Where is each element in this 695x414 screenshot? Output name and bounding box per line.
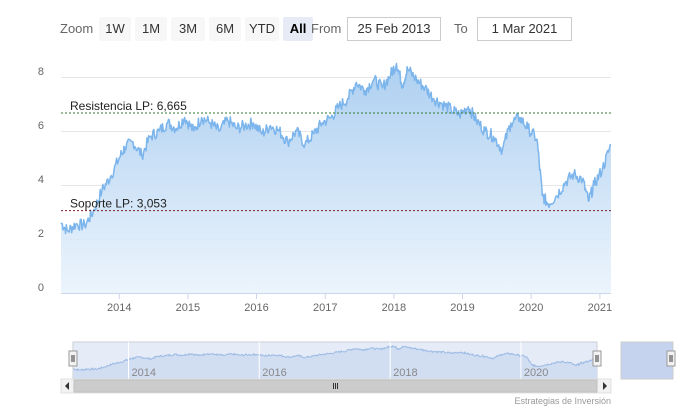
x-tick-label: 2016 xyxy=(244,302,268,314)
navigator-handle-left[interactable] xyxy=(68,350,78,367)
y-tick-label: 4 xyxy=(38,174,44,186)
y-tick-label: 8 xyxy=(38,66,44,78)
x-tick-label: 2018 xyxy=(382,302,406,314)
zoom-label: Zoom xyxy=(60,21,94,36)
range-button-1w[interactable]: 1W xyxy=(99,17,131,41)
scroll-left-arrow[interactable] xyxy=(65,382,69,390)
chart-credit: Estrategias de Inversión xyxy=(514,396,611,406)
scroll-right-arrow[interactable] xyxy=(603,382,607,390)
navigator[interactable]: 2014 2016 2018 2020 xyxy=(68,341,676,380)
y-tick-label: 2 xyxy=(38,228,44,240)
navigator-handle-right[interactable] xyxy=(592,350,602,367)
range-button-all[interactable]: All xyxy=(283,17,313,41)
x-tick-label: 2019 xyxy=(450,302,474,314)
resistance-label: Resistencia LP: 6,665 xyxy=(70,99,187,113)
range-button-1m[interactable]: 1M xyxy=(135,17,167,41)
x-tick-label: 2015 xyxy=(176,302,200,314)
range-button-6m[interactable]: 6M xyxy=(209,17,241,41)
annotations: Resistencia LP: 6,665 Soporte LP: 3,053 xyxy=(61,99,611,212)
x-tick-label: 2017 xyxy=(313,302,337,314)
from-date-input[interactable]: 25 Feb 2013 xyxy=(347,17,441,41)
navigator-mini-panel xyxy=(620,341,674,380)
navigator-tick-label: 2014 xyxy=(132,367,156,379)
navigator-mini-handle xyxy=(666,350,676,367)
x-tick-label: 2014 xyxy=(107,302,131,314)
price-area xyxy=(61,63,611,293)
range-selector: Zoom 1W 1M 3M 6M YTD All From 25 Feb 201… xyxy=(0,0,695,50)
handle-body xyxy=(666,350,676,367)
handle-body xyxy=(592,350,602,367)
scrollbar[interactable] xyxy=(60,378,612,394)
range-button-3m[interactable]: 3M xyxy=(171,17,205,41)
navigator-tick-label: 2018 xyxy=(393,367,417,379)
x-tick-label: 2020 xyxy=(519,302,543,314)
navigator-tick-label: 2016 xyxy=(262,367,286,379)
x-axis: 2014 2015 2016 2017 2018 2019 2020 2021 xyxy=(61,293,612,314)
to-label: To xyxy=(454,21,468,36)
navigator-tick-label: 2020 xyxy=(524,367,548,379)
navigator-line xyxy=(72,344,597,372)
price-line xyxy=(60,62,612,235)
y-tick-label: 6 xyxy=(38,120,44,132)
x-tick-label: 2021 xyxy=(588,302,612,314)
from-label: From xyxy=(311,21,342,36)
support-label: Soporte LP: 3,053 xyxy=(70,197,167,211)
y-tick-label: 0 xyxy=(38,282,44,294)
to-date-input[interactable]: 1 Mar 2021 xyxy=(477,17,572,41)
price-series xyxy=(60,62,612,293)
navigator-mask xyxy=(73,342,597,379)
y-axis: 0 2 4 6 8 xyxy=(38,66,44,294)
range-button-ytd[interactable]: YTD xyxy=(245,17,279,41)
handle-body xyxy=(68,350,78,367)
